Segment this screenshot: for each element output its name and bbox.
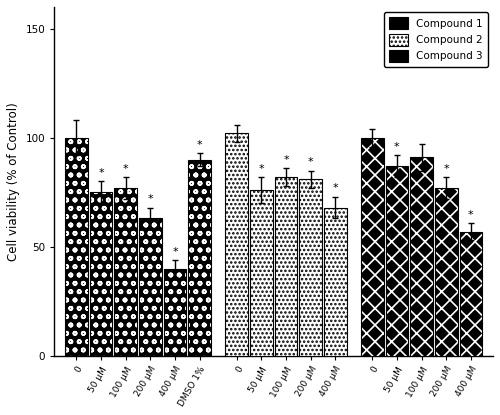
Bar: [460, 232, 482, 356]
Bar: [188, 160, 211, 356]
Text: *: *: [197, 140, 202, 150]
Bar: [139, 218, 162, 356]
Bar: [300, 179, 322, 356]
Bar: [164, 269, 186, 356]
Bar: [250, 190, 272, 356]
Text: *: *: [283, 155, 289, 165]
Text: *: *: [258, 164, 264, 174]
Y-axis label: Cell viability (% of Control): Cell viability (% of Control): [7, 102, 20, 261]
Text: *: *: [468, 210, 473, 220]
Bar: [435, 188, 458, 356]
Bar: [324, 208, 346, 356]
Bar: [250, 190, 272, 356]
Bar: [114, 188, 137, 356]
Bar: [410, 157, 433, 356]
Bar: [188, 160, 211, 356]
Text: *: *: [332, 183, 338, 193]
Bar: [226, 134, 248, 356]
Bar: [386, 166, 408, 356]
Bar: [300, 179, 322, 356]
Bar: [386, 166, 408, 356]
Text: *: *: [308, 157, 314, 167]
Bar: [139, 218, 162, 356]
Bar: [410, 157, 433, 356]
Text: *: *: [98, 168, 104, 178]
Bar: [65, 138, 88, 356]
Bar: [361, 138, 384, 356]
Text: *: *: [394, 142, 400, 152]
Bar: [274, 177, 297, 356]
Bar: [164, 269, 186, 356]
Bar: [114, 188, 137, 356]
Bar: [90, 192, 112, 356]
Bar: [361, 138, 384, 356]
Bar: [226, 134, 248, 356]
Bar: [274, 177, 297, 356]
Bar: [90, 192, 112, 356]
Text: *: *: [172, 247, 178, 256]
Legend: Compound 1, Compound 2, Compound 3: Compound 1, Compound 2, Compound 3: [384, 12, 488, 67]
Bar: [460, 232, 482, 356]
Text: *: *: [148, 194, 153, 204]
Bar: [65, 138, 88, 356]
Text: *: *: [123, 164, 128, 174]
Bar: [324, 208, 346, 356]
Bar: [435, 188, 458, 356]
Text: *: *: [444, 164, 449, 174]
